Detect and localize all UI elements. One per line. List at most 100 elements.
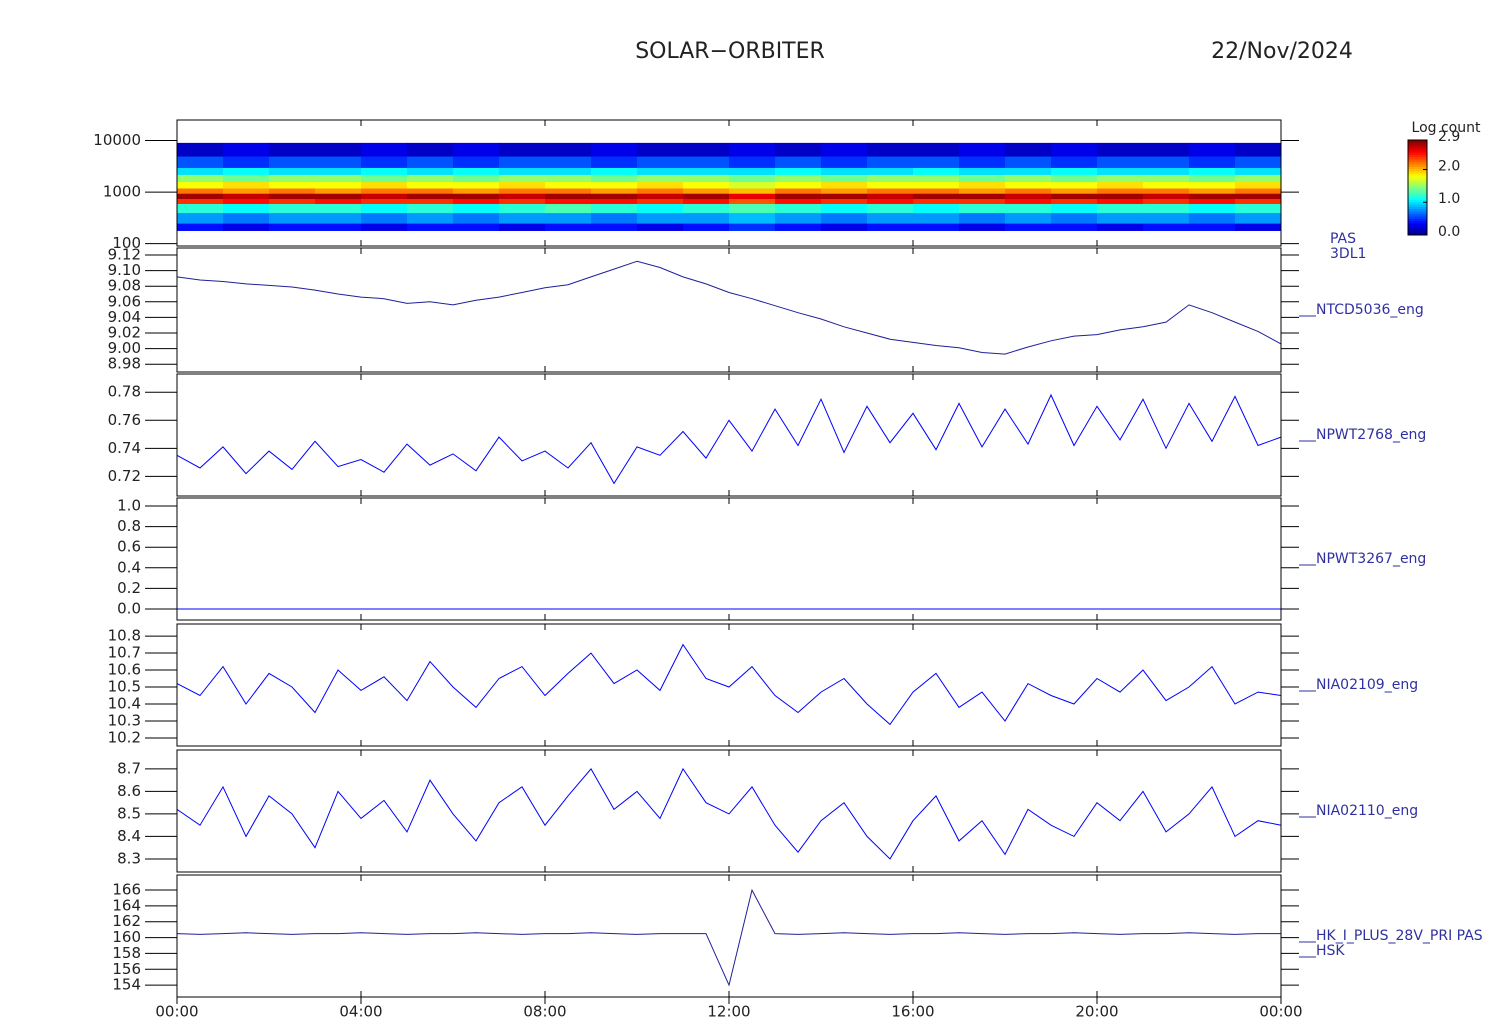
- heatmap-cell: [1235, 181, 1282, 189]
- heatmap-cell: [959, 181, 1006, 189]
- heatmap-cell: [361, 187, 408, 194]
- colorbar-slice: [1408, 199, 1427, 203]
- heatmap-cell: [867, 167, 914, 175]
- heatmap-cell: [637, 203, 684, 214]
- heatmap-cell: [1097, 167, 1144, 175]
- y-tick-label: 10000: [93, 131, 141, 149]
- heatmap-cell: [1051, 198, 1098, 205]
- heatmap-cell: [223, 193, 270, 200]
- colorbar-slice: [1408, 218, 1427, 222]
- heatmap-cell: [913, 203, 960, 214]
- heatmap-cell: [913, 174, 960, 183]
- colorbar-slice: [1408, 166, 1427, 169]
- heatmap-cell: [545, 187, 592, 194]
- heatmap-cell: [1097, 156, 1144, 168]
- heatmap-cell: [407, 174, 454, 183]
- heatmap-cell: [683, 193, 730, 200]
- colorbar-slice: [1408, 140, 1427, 143]
- data-line: [176, 393, 1282, 485]
- heatmap-cell: [1235, 167, 1282, 175]
- heatmap-cell: [1235, 187, 1282, 194]
- y-tick-label: 0.6: [117, 538, 141, 556]
- x-tick-label: 08:00: [523, 1003, 566, 1020]
- heatmap-cell: [1097, 223, 1144, 231]
- colorbar-slice: [1408, 159, 1427, 162]
- chart-title: SOLAR−ORBITER: [635, 39, 825, 64]
- heatmap-cell: [821, 198, 868, 205]
- heatmap-cell: [223, 174, 270, 183]
- heatmap-cell: [1097, 203, 1144, 214]
- colorbar-tick-label: 0.0: [1438, 224, 1460, 240]
- y-tick-label: 0.78: [108, 383, 141, 401]
- y-tick-label: 10.4: [108, 695, 141, 713]
- heatmap-cell: [177, 167, 224, 175]
- data-line: [176, 767, 1282, 860]
- colorbar-slice: [1408, 211, 1427, 215]
- heatmap-cell: [177, 198, 224, 205]
- heatmap-cell: [407, 198, 454, 205]
- panel-frame: [176, 874, 1282, 998]
- heatmap-cell: [1051, 167, 1098, 175]
- heatmap-cell: [683, 156, 730, 168]
- heatmap-cell: [499, 187, 546, 194]
- heatmap-cell: [775, 174, 822, 183]
- heatmap-cell: [1097, 181, 1144, 189]
- heatmap-cell: [821, 167, 868, 175]
- colorbar-slice: [1408, 142, 1427, 146]
- heatmap-cell: [545, 198, 592, 205]
- y-tick-label: 154: [112, 976, 141, 994]
- colorbar-slice: [1408, 208, 1427, 212]
- colorbar-slice: [1408, 154, 1427, 158]
- heatmap-cell: [683, 198, 730, 205]
- heatmap-cell: [453, 193, 500, 200]
- heatmap-cell: [591, 181, 638, 189]
- heatmap-cell: [361, 181, 408, 189]
- heatmap-cell: [867, 181, 914, 189]
- heatmap-cell: [1097, 174, 1144, 183]
- heatmap-cell: [269, 156, 316, 168]
- colorbar-slice: [1408, 206, 1427, 210]
- heatmap-cell: [821, 142, 868, 157]
- heatmap-cell: [591, 156, 638, 168]
- heatmap-cell: [591, 203, 638, 214]
- colorbar-slice: [1408, 147, 1427, 150]
- colorbar-slice: [1408, 175, 1427, 179]
- heatmap-cell: [545, 223, 592, 231]
- colorbar-slice: [1408, 170, 1427, 174]
- colorbar-slice: [1408, 204, 1427, 207]
- y-tick-label: 10.3: [108, 712, 141, 730]
- heatmap-cell: [269, 167, 316, 175]
- heatmap-cell: [1143, 203, 1190, 214]
- heatmap-cell: [1051, 142, 1098, 157]
- heatmap-cell: [223, 181, 270, 189]
- x-tick-label: 00:00: [155, 1003, 198, 1020]
- heatmap-cell: [775, 212, 822, 224]
- panel-frame: [176, 623, 1282, 747]
- heatmap-cell: [637, 223, 684, 231]
- heatmap-cell: [821, 187, 868, 194]
- heatmap-cell: [821, 223, 868, 231]
- heatmap-cell: [775, 156, 822, 168]
- y-tick-label: 9.10: [108, 261, 141, 279]
- panel-label: NIA02110_eng: [1316, 803, 1418, 819]
- heatmap-cell: [867, 187, 914, 194]
- heatmap-cell: [223, 198, 270, 205]
- heatmap-cell: [1143, 174, 1190, 183]
- colorbar-slice: [1408, 163, 1427, 167]
- heatmap-cell: [223, 223, 270, 231]
- data-line: [176, 888, 1281, 987]
- heatmap-cell: [223, 203, 270, 214]
- y-tick-label: 8.3: [117, 849, 141, 867]
- y-tick-label: 8.5: [117, 804, 141, 822]
- x-tick-label: 20:00: [1075, 1003, 1118, 1020]
- heatmap-cell: [1235, 223, 1282, 231]
- heatmap-cell: [591, 212, 638, 224]
- heatmap-cell: [637, 181, 684, 189]
- heatmap-cell: [729, 187, 776, 194]
- heatmap-cell: [315, 203, 362, 214]
- heatmap-cell: [683, 203, 730, 214]
- heatmap-cell: [177, 142, 224, 157]
- y-tick-label: 8.4: [117, 827, 141, 845]
- heatmap-cell: [637, 193, 684, 200]
- x-tick-label: 16:00: [891, 1003, 934, 1020]
